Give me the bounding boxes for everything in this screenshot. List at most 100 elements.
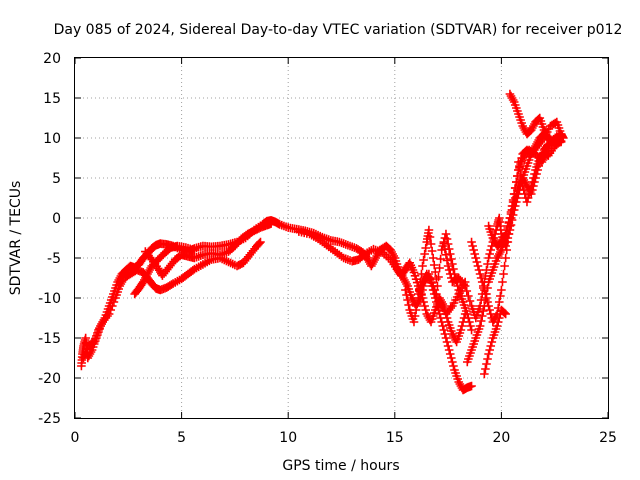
data-point — [482, 359, 491, 369]
data-point — [509, 197, 519, 207]
x-tick-label: 5 — [177, 430, 186, 446]
data-point — [504, 217, 514, 227]
data-point — [402, 290, 411, 300]
data-point — [502, 225, 512, 235]
data-point — [510, 193, 520, 203]
data-point — [486, 245, 496, 255]
data-point — [445, 269, 455, 279]
data-point — [441, 229, 451, 239]
data-point — [476, 273, 486, 283]
series-track-b — [79, 237, 265, 363]
data-point — [473, 261, 483, 271]
data-point — [485, 305, 494, 315]
data-point — [445, 349, 455, 359]
data-point — [446, 254, 456, 264]
data-point — [462, 286, 472, 296]
data-point — [486, 341, 496, 351]
data-point — [503, 221, 513, 231]
data-point — [516, 169, 525, 179]
y-tick-labels: 20 15 10 5 0 -5 -10 -15 -20 -25 — [38, 51, 61, 427]
y-tick-label: -25 — [38, 411, 61, 427]
data-point — [449, 361, 458, 371]
data-point — [446, 353, 456, 363]
data-point — [523, 193, 533, 203]
data-point — [525, 185, 535, 195]
data-point — [439, 239, 449, 248]
data-point — [420, 301, 429, 311]
data-point — [465, 296, 475, 306]
data-point — [464, 313, 473, 323]
series-track-a — [77, 216, 476, 395]
data-point — [470, 249, 480, 259]
data-point — [475, 269, 485, 279]
data-point — [515, 163, 524, 173]
data-point — [501, 253, 510, 263]
data-point — [483, 283, 492, 293]
y-axis-label: SDTVAR / TECUs — [8, 181, 24, 296]
data-point — [475, 321, 485, 331]
data-point — [429, 260, 439, 270]
data-point — [487, 337, 497, 347]
x-tick-label: 0 — [71, 430, 80, 446]
data-point — [481, 295, 490, 305]
data-point — [518, 181, 528, 191]
series-track-d — [130, 241, 199, 299]
data-point — [485, 345, 494, 355]
y-tick-label: 20 — [43, 51, 61, 67]
y-tick-label: -10 — [38, 291, 61, 307]
data-point — [477, 311, 487, 321]
data-point — [472, 257, 482, 267]
data-point — [434, 272, 443, 282]
y-tick-label: 0 — [52, 211, 61, 227]
data-point — [507, 205, 517, 215]
x-tick-label: 15 — [386, 430, 404, 446]
data-point — [528, 177, 537, 187]
data-point — [512, 189, 521, 199]
data-point — [506, 209, 516, 219]
data-point — [469, 245, 478, 255]
y-tick-label: -5 — [47, 251, 61, 267]
data-point — [456, 325, 466, 335]
data-point — [460, 281, 470, 291]
data-point — [266, 219, 276, 228]
data-point — [501, 229, 510, 239]
series-track-j — [462, 132, 566, 367]
data-point — [465, 317, 474, 327]
data-point — [424, 225, 434, 235]
data-point — [419, 297, 428, 307]
data-point — [444, 265, 454, 275]
data-point — [410, 311, 420, 321]
data-point — [485, 249, 494, 259]
data-point — [404, 300, 413, 310]
y-tick-label: 15 — [43, 91, 61, 107]
data-point — [474, 265, 484, 275]
data-point — [464, 291, 473, 301]
data-point — [443, 261, 453, 271]
data-point — [484, 349, 493, 359]
y-tick-label: 10 — [43, 131, 61, 147]
data-point — [508, 201, 518, 211]
data-point — [401, 285, 410, 295]
x-tick-label: 25 — [599, 430, 617, 446]
data-point — [478, 306, 488, 316]
data-point — [255, 238, 264, 248]
data-point — [256, 237, 265, 247]
data-point — [514, 157, 523, 167]
data-point — [492, 321, 502, 331]
data-point — [484, 253, 493, 263]
y-tick-label: -15 — [38, 331, 61, 347]
data-point — [425, 232, 435, 242]
data-point — [435, 263, 444, 273]
data-point — [467, 237, 476, 247]
data-point — [411, 305, 421, 315]
series-track-n — [514, 136, 566, 207]
data-point — [505, 213, 515, 223]
data-point — [501, 309, 510, 319]
x-tick-label: 20 — [492, 430, 510, 446]
data-point — [190, 245, 199, 255]
data-point — [442, 234, 452, 244]
data-point — [426, 239, 436, 249]
x-tick-label: 10 — [279, 430, 297, 446]
data-point — [524, 189, 534, 199]
